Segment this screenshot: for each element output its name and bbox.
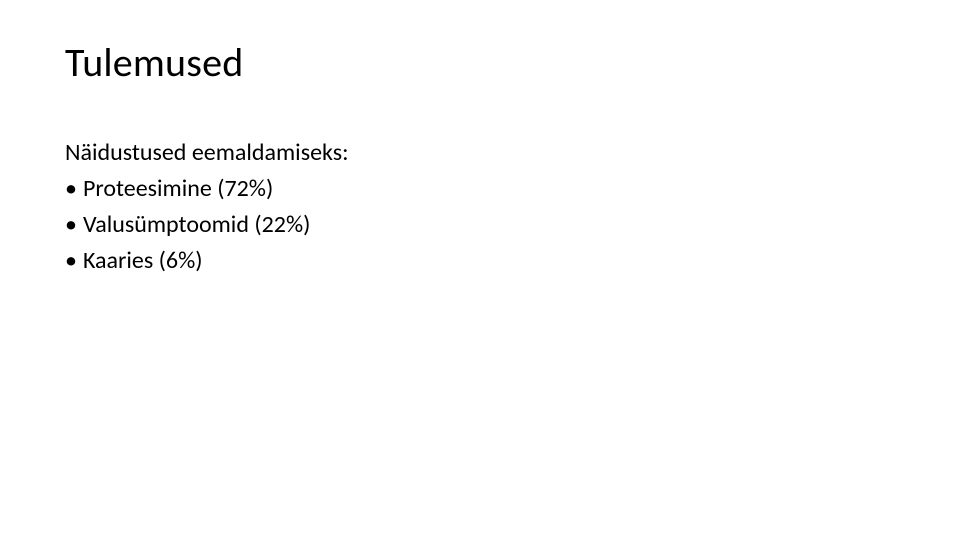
bullet-icon: • (65, 243, 77, 279)
bullet-icon: • (65, 207, 77, 243)
slide-container: Tulemused Näidustused eemaldamiseks: • P… (0, 0, 960, 540)
list-item: • Proteesimine (72%) (65, 171, 895, 207)
bullet-text: Kaaries (6%) (83, 243, 203, 279)
bullet-text: Proteesimine (72%) (83, 171, 273, 207)
bullet-text: Valusümptoomid (22%) (83, 207, 310, 243)
slide-title: Tulemused (65, 38, 895, 87)
intro-text: Näidustused eemaldamiseks: (65, 135, 895, 171)
slide-content: Näidustused eemaldamiseks: • Proteesimin… (65, 135, 895, 279)
list-item: • Kaaries (6%) (65, 243, 895, 279)
list-item: • Valusümptoomid (22%) (65, 207, 895, 243)
bullet-icon: • (65, 171, 77, 207)
